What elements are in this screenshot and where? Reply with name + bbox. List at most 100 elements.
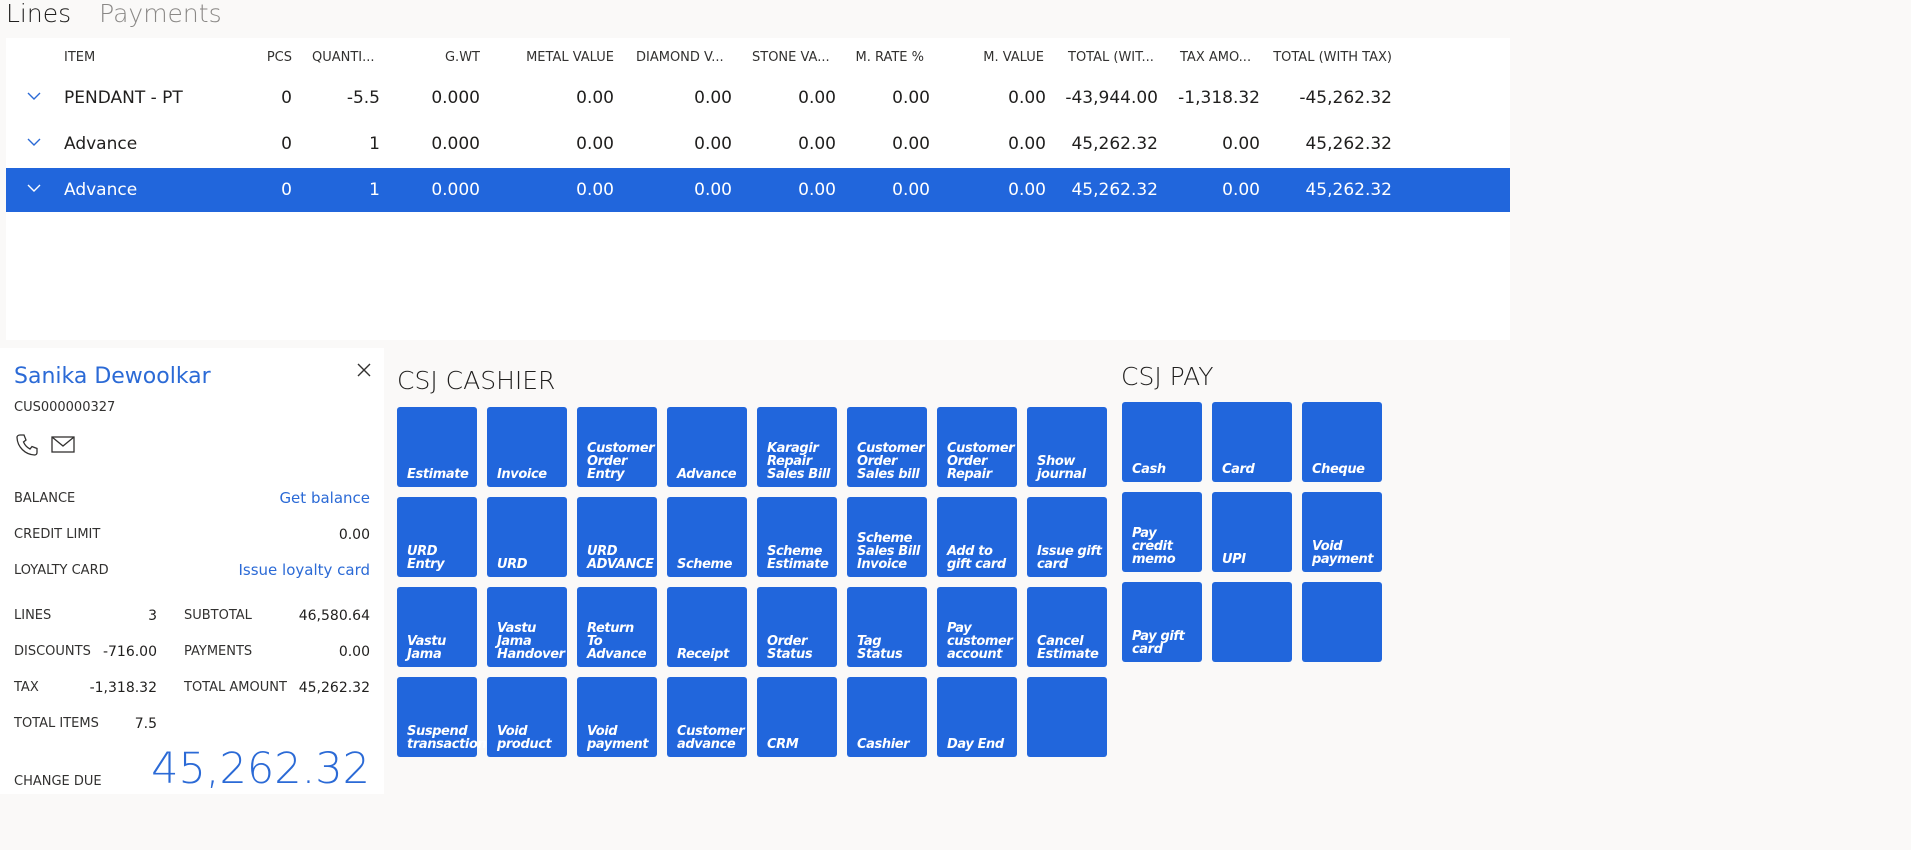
tile-label: Customer Order Repair [947, 441, 1015, 482]
subtotal-value: 46,580.64 [298, 608, 370, 624]
col-header-total-without-tax[interactable]: TOTAL (WIT... [1068, 50, 1154, 65]
cashier-cancel-estimate-button[interactable]: Cancel Estimate [1027, 587, 1107, 667]
cell-metal: 0.00 [576, 134, 614, 154]
col-header-total-with-tax[interactable]: TOTAL (WITH TAX) [1273, 50, 1392, 65]
cashier-void-product-button[interactable]: Void product [487, 677, 567, 757]
pay-empty-7-button[interactable] [1212, 582, 1292, 662]
pay-empty-8-button[interactable] [1302, 582, 1382, 662]
customer-name[interactable]: Sanika Dewoolkar [14, 364, 211, 389]
cashier-order-status-button[interactable]: Order Status [757, 587, 837, 667]
cell-stone: 0.00 [798, 180, 836, 200]
pay-cheque-button[interactable]: Cheque [1302, 402, 1382, 482]
close-icon[interactable] [354, 360, 374, 380]
discounts-label: DISCOUNTS [14, 644, 91, 659]
cell-mvalue: 0.00 [1008, 180, 1046, 200]
tile-label: Add to gift card [947, 544, 1006, 572]
cashier-advance-button[interactable]: Advance [667, 407, 747, 487]
change-due-value: 45,262.32 [151, 744, 370, 794]
cashier-urd-entry-button[interactable]: URD Entry [397, 497, 477, 577]
cell-gwt: 0.000 [431, 180, 480, 200]
cell-mvalue: 0.00 [1008, 134, 1046, 154]
cell-diamond: 0.00 [694, 88, 732, 108]
table-row[interactable]: Advance 0 1 0.000 0.00 0.00 0.00 0.00 0.00 45,262… [6, 122, 1510, 166]
cell-pcs: 0 [281, 134, 292, 154]
cashier-urd-advance-button[interactable]: URD ADVANCE [577, 497, 657, 577]
lines-grid: ITEM PCS QUANTI... G.WT METAL VALUE DIAM… [6, 38, 1510, 340]
col-header-quantity[interactable]: QUANTI... [312, 50, 375, 65]
balance-label: BALANCE [14, 491, 76, 506]
cashier-scheme-button[interactable]: Scheme [667, 497, 747, 577]
cashier-show-journal-button[interactable]: Show journal [1027, 407, 1107, 487]
pay-card-button[interactable]: Card [1212, 402, 1292, 482]
cashier-scheme-sales-bill-invoice-button[interactable]: Scheme Sales Bill Invoice [847, 497, 927, 577]
cell-stone: 0.00 [798, 88, 836, 108]
discounts-value: -716.00 [102, 644, 157, 660]
tile-label: Advance [677, 467, 737, 482]
credit-limit-value: 0.00 [338, 527, 370, 543]
mail-icon[interactable] [50, 434, 76, 456]
credit-limit-label: CREDIT LIMIT [14, 527, 101, 542]
cashier-urd-button[interactable]: URD [487, 497, 567, 577]
cashier-customer-order-repair-button[interactable]: Customer Order Repair [937, 407, 1017, 487]
tile-label: Cancel Estimate [1037, 634, 1099, 662]
cell-diamond: 0.00 [694, 180, 732, 200]
cashier-cashier-button[interactable]: Cashier [847, 677, 927, 757]
cell-total: 45,262.32 [1305, 134, 1392, 154]
tile-label: Customer advance [677, 724, 745, 752]
col-header-metal-value[interactable]: METAL VALUE [526, 50, 614, 65]
cashier-estimate-button[interactable]: Estimate [397, 407, 477, 487]
cashier-customer-advance-button[interactable]: Customer advance [667, 677, 747, 757]
table-row[interactable]: Advance 0 1 0.000 0.00 0.00 0.00 0.00 0.00 45,262… [6, 168, 1510, 212]
cashier-add-to-gift-card-button[interactable]: Add to gift card [937, 497, 1017, 577]
cashier-suspend-transaction-button[interactable]: Suspend transaction [397, 677, 487, 757]
cashier-receipt-button[interactable]: Receipt [667, 587, 747, 667]
tile-label: UPI [1222, 552, 1246, 567]
pay-section-title: CSJ PAY [1121, 362, 1214, 391]
pay-cash-button[interactable]: Cash [1122, 402, 1202, 482]
col-header-pcs[interactable]: PCS [266, 50, 292, 65]
tab-payments[interactable]: Payments [99, 0, 222, 28]
cell-item: Advance [64, 134, 138, 154]
cashier-tag-status-button[interactable]: Tag Status [847, 587, 927, 667]
issue-loyalty-card-link[interactable]: Issue loyalty card [238, 561, 370, 579]
cashier-invoice-button[interactable]: Invoice [487, 407, 567, 487]
pay-pay-gift-card-button[interactable]: Pay gift card [1122, 582, 1202, 662]
lines-label: LINES [14, 608, 52, 623]
cashier-vastu-jama-handover-button[interactable]: Vastu Jama Handover [487, 587, 567, 667]
get-balance-link[interactable]: Get balance [279, 489, 370, 507]
cashier-return-to-advance-button[interactable]: Return To Advance [577, 587, 657, 667]
cashier-scheme-estimate-button[interactable]: Scheme Estimate [757, 497, 837, 577]
cashier-issue-gift-card-button[interactable]: Issue gift card [1027, 497, 1107, 577]
tile-label: Vastu Jama Handover [497, 621, 565, 662]
tile-label: Vastu Jama [407, 634, 447, 662]
cell-qty: 1 [369, 134, 380, 154]
cashier-customer-order-entry-button[interactable]: Customer Order Entry [577, 407, 657, 487]
pay-void-payment-button[interactable]: Void payment [1302, 492, 1382, 572]
chevron-down-icon[interactable] [24, 178, 44, 198]
col-header-diamond-value[interactable]: DIAMOND V... [636, 50, 724, 65]
cashier-empty-31-button[interactable] [1027, 677, 1107, 757]
cashier-vastu-jama-button[interactable]: Vastu Jama [397, 587, 477, 667]
col-header-stone-value[interactable]: STONE VA... [752, 50, 830, 65]
col-header-item[interactable]: ITEM [64, 50, 96, 65]
col-header-m-rate[interactable]: M. RATE % [855, 50, 924, 65]
cashier-void-payment-button[interactable]: Void payment [577, 677, 657, 757]
cashier-customer-order-sales-bill-button[interactable]: Customer Order Sales bill [847, 407, 927, 487]
pay-upi-button[interactable]: UPI [1212, 492, 1292, 572]
cashier-day-end-button[interactable]: Day End [937, 677, 1017, 757]
col-header-tax-amount[interactable]: TAX AMO... [1180, 50, 1252, 65]
tab-lines[interactable]: Lines [6, 0, 72, 28]
col-header-m-value[interactable]: M. VALUE [983, 50, 1044, 65]
phone-icon[interactable] [14, 432, 40, 458]
total-items-value: 7.5 [134, 716, 157, 732]
chevron-down-icon[interactable] [24, 132, 44, 152]
cashier-crm-button[interactable]: CRM [757, 677, 837, 757]
cell-pcs: 0 [281, 88, 292, 108]
chevron-down-icon[interactable] [24, 86, 44, 106]
pay-pay-credit-memo-button[interactable]: Pay credit memo [1122, 492, 1202, 572]
col-header-gwt[interactable]: G.WT [444, 50, 480, 65]
table-row[interactable]: PENDANT - PT 0 -5.5 0.000 0.00 0.00 0.00 0.00 0.… [6, 76, 1510, 120]
cell-item: Advance [64, 180, 138, 200]
cashier-karagir-repair-sales-bill-button[interactable]: Karagir Repair Sales Bill [757, 407, 837, 487]
cashier-pay-customer-account-button[interactable]: Pay customer account [937, 587, 1017, 667]
